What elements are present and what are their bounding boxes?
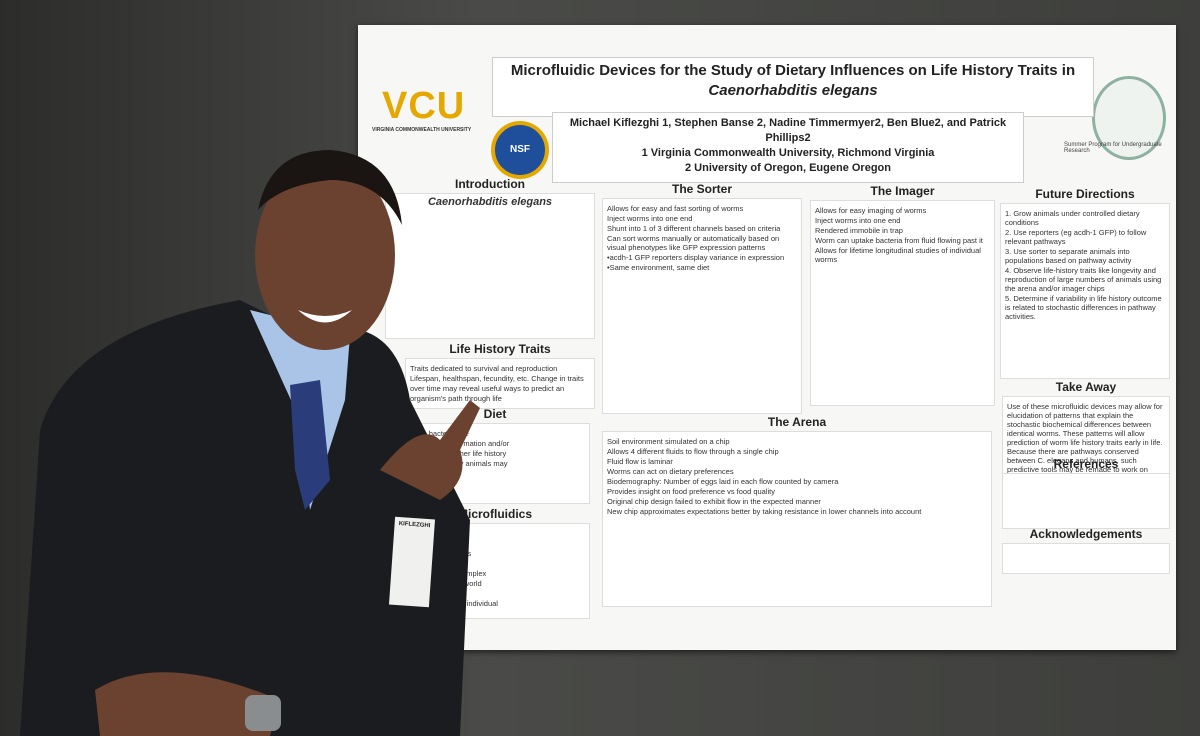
section-body: Allows for easy imaging of worms Inject w… xyxy=(810,200,995,406)
section-body: Soil environment simulated on a chip Allo… xyxy=(602,431,992,607)
section-body: Traits dedicated to survival and reprodu… xyxy=(405,358,595,409)
body-text: •acdh-1 GFP reporters display variance i… xyxy=(607,253,785,262)
title-line: Caenorhabditis elegans xyxy=(708,82,878,99)
body-text: •Same environment, same diet xyxy=(607,263,710,272)
section-body xyxy=(1002,473,1170,529)
section-heading: Diet xyxy=(483,407,507,421)
title-line: Microfluidic Devices for the Study of Di… xyxy=(510,62,1076,79)
body-text: Allows for easy and fast sorting of worm… xyxy=(607,204,744,213)
section-heading: The Imager xyxy=(870,184,935,198)
section-body: Allows for easy and fast sorting of worm… xyxy=(602,198,802,414)
body-text: 1. Grow animals under controlled dietary… xyxy=(1005,209,1140,227)
body-text: Original chip design failed to exhibit f… xyxy=(607,497,821,506)
tie xyxy=(290,380,330,510)
body-text: Allows 4 different fluids to flow throug… xyxy=(607,447,779,456)
body-text: Lifespan, healthspan, fecundity, etc. Ch… xyxy=(410,374,584,383)
section-heading: The Sorter xyxy=(671,182,732,196)
body-text: Can sort worms manually or automatically… xyxy=(607,234,780,252)
section: Acknowledgements xyxy=(1002,527,1170,575)
oregon-program: Summer Program for Undergraduate Researc… xyxy=(1064,142,1162,154)
smile xyxy=(298,310,352,323)
hair xyxy=(258,150,402,225)
nsf-logo: NSF xyxy=(495,125,545,175)
section-body: Caenorhabditis elegans xyxy=(385,193,595,339)
oregon-seal xyxy=(1092,76,1166,160)
body-text: Rendered immobile in trap xyxy=(815,226,903,235)
section: The Sorter Allows for easy and fast sorti… xyxy=(602,182,802,415)
body-text: 4. Observe life-history traits like long… xyxy=(1005,266,1162,293)
body-text: Shunt into 1 of 3 different channels bas… xyxy=(607,224,781,233)
section: References xyxy=(1002,457,1170,530)
section: The Imager Allows for easy imaging of wor… xyxy=(810,184,995,407)
body-text: Allows for easy imaging of worms xyxy=(815,206,927,215)
suit xyxy=(20,300,470,736)
affiliation: 1 Virginia Commonwealth University, Rich… xyxy=(641,147,935,159)
section-heading: Take Away xyxy=(1055,380,1117,394)
body-text: Inject worms into one end xyxy=(815,216,901,225)
body-text: Inject worms into one end xyxy=(607,214,693,223)
body-text: Provides insight on food preference vs f… xyxy=(607,487,776,496)
body-text: organism's path through life xyxy=(410,394,502,403)
body-text: New chip approximates expectations bette… xyxy=(607,507,922,516)
section: Introduction Caenorhabditis elegans xyxy=(385,177,595,340)
pointing-hand xyxy=(380,400,480,500)
body-text: Traits dedicated to survival and reprodu… xyxy=(410,364,558,373)
hand xyxy=(95,672,280,736)
body-text: Allows for lifetime longitudinal studies… xyxy=(815,246,981,264)
body-text: Biodemography: Number of eggs laid in ea… xyxy=(607,477,839,486)
vcu-logo: VCU xyxy=(382,85,466,127)
vcu-name: VIRGINIA COMMONWEALTH UNIVERSITY xyxy=(372,127,472,133)
section: Future Directions 1. Grow animals under c… xyxy=(1000,187,1170,380)
authors: Michael Kiflezghi 1, Stephen Banse 2, Na… xyxy=(569,117,1007,144)
section: Life History Traits Traits dedicated to s… xyxy=(405,342,595,409)
section-heading: The Arena xyxy=(767,415,827,429)
body-text: over time may reveal useful ways to pred… xyxy=(410,384,565,393)
body-text: 5. Determine if variability in life hist… xyxy=(1005,294,1162,321)
poster-title: Microfluidic Devices for the Study of Di… xyxy=(492,57,1094,117)
section-heading: Life History Traits xyxy=(449,342,551,356)
body-text: Worms can act on dietary preferences xyxy=(607,467,734,476)
affiliation: 2 University of Oregon, Eugene Oregon xyxy=(685,162,891,174)
body-text: Fluid flow is laminar xyxy=(607,457,673,466)
section-heading: Acknowledgements xyxy=(1029,527,1143,541)
section-heading: Introduction xyxy=(455,177,525,191)
body-text: Soil environment simulated on a chip xyxy=(607,437,730,446)
body-text: 3. Use sorter to separate animals into p… xyxy=(1005,247,1132,265)
section-heading: References xyxy=(1053,457,1119,471)
head xyxy=(255,160,395,350)
section: The Arena Soil environment simulated on a… xyxy=(602,415,992,608)
section-heading: Microfluidics xyxy=(457,507,532,521)
section-subheading: Caenorhabditis elegans xyxy=(427,196,553,208)
body-text: ists on bacteria like xyxy=(405,429,469,438)
watch xyxy=(245,695,281,731)
body-text: Worm can uptake bacteria from fluid flow… xyxy=(815,236,983,245)
section-heading: Future Directions xyxy=(1035,187,1135,201)
authors-box: Michael Kiflezghi 1, Stephen Banse 2, Na… xyxy=(552,112,1024,183)
name-badge: KIFLEZGHI xyxy=(388,516,436,608)
body-text: 2. Use reporters (eg acdh-1 GFP) to foll… xyxy=(1005,228,1147,246)
section-body: 1. Grow animals under controlled dietary… xyxy=(1000,203,1170,379)
section-body xyxy=(1002,543,1170,574)
